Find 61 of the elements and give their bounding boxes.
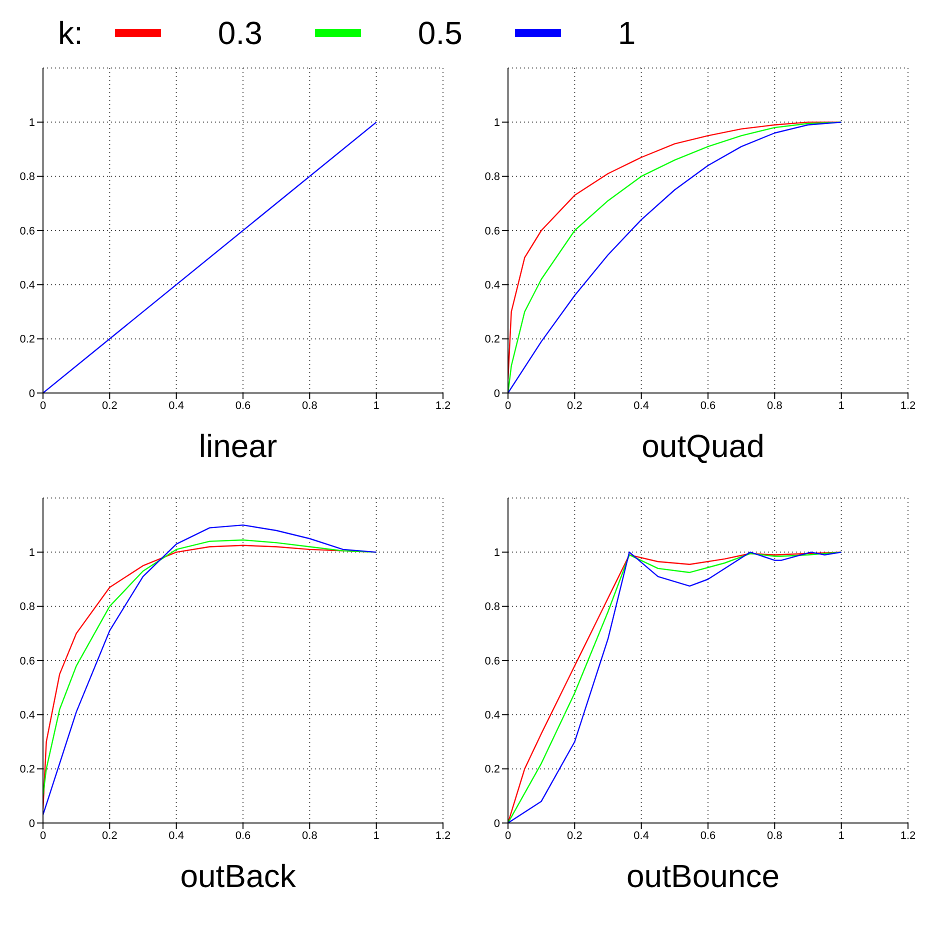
text: outBounce bbox=[625, 858, 780, 895]
x-tick-label: 0.4 bbox=[634, 400, 649, 412]
text: linear bbox=[198, 428, 278, 465]
y-tick-label: 0 bbox=[494, 818, 500, 830]
x-tick-label: 0 bbox=[40, 830, 46, 842]
x-tick-label: 0.8 bbox=[767, 400, 782, 412]
x-tick-label: 1 bbox=[373, 400, 380, 412]
x-tick-label: 0.4 bbox=[168, 400, 184, 412]
x-tick-label: 0 bbox=[40, 400, 46, 412]
x-tick-label: 0.2 bbox=[102, 400, 118, 412]
x-tick-label: 0.8 bbox=[767, 830, 782, 842]
y-tick-label: 0.2 bbox=[484, 334, 500, 346]
x-tick-label: 0.6 bbox=[235, 830, 251, 842]
y-tick-label: 1 bbox=[28, 547, 35, 560]
legend-label: 1 bbox=[618, 14, 636, 52]
x-tick-label: 0.4 bbox=[634, 830, 649, 842]
x-tick-label: 0.2 bbox=[567, 400, 582, 412]
text: outQuad bbox=[640, 428, 766, 465]
x-tick-label: 0.2 bbox=[102, 830, 118, 842]
x-tick-label: 0.2 bbox=[567, 830, 582, 842]
y-tick-label: 1 bbox=[494, 117, 500, 130]
x-tick-label: 1.2 bbox=[435, 400, 451, 412]
x-tick-label: 0.8 bbox=[302, 830, 318, 842]
x-tick-label: 0 bbox=[504, 400, 512, 412]
x-tick-label: 0.6 bbox=[235, 400, 251, 412]
y-tick-label: 0.4 bbox=[20, 280, 35, 292]
y-tick-label: 0.2 bbox=[20, 334, 35, 346]
x-tick-label: 1.2 bbox=[435, 830, 451, 842]
y-tick-label: 0.2 bbox=[484, 764, 500, 776]
y-tick-label: 0.4 bbox=[20, 710, 35, 722]
y-tick-label: 0.6 bbox=[484, 655, 500, 668]
legend-label: 0.5 bbox=[418, 14, 462, 52]
x-tick-label: 0 bbox=[504, 830, 512, 842]
y-tick-label: 0.6 bbox=[20, 225, 35, 238]
text: outBack bbox=[179, 858, 297, 895]
y-tick-label: 0 bbox=[494, 388, 500, 400]
y-tick-label: 0.4 bbox=[484, 710, 500, 722]
y-tick-label: 0.8 bbox=[484, 601, 500, 614]
x-tick-label: 0.4 bbox=[168, 830, 184, 842]
y-tick-label: 0.8 bbox=[484, 171, 500, 184]
legend-title: k: bbox=[58, 14, 83, 52]
x-tick-label: 1.2 bbox=[900, 400, 916, 412]
x-tick-label: 1.2 bbox=[900, 830, 916, 842]
y-tick-label: 1 bbox=[28, 117, 35, 130]
line-series bbox=[508, 552, 842, 823]
x-tick-label: 0.6 bbox=[700, 400, 716, 412]
legend-label: 0.3 bbox=[218, 14, 262, 52]
x-tick-label: 1 bbox=[838, 400, 844, 412]
y-tick-label: 0.6 bbox=[20, 655, 35, 668]
x-tick-label: 0.6 bbox=[700, 830, 716, 842]
y-tick-label: 0.2 bbox=[20, 764, 35, 776]
x-tick-label: 1 bbox=[838, 830, 844, 842]
y-tick-label: 0 bbox=[28, 388, 35, 400]
x-tick-label: 0.8 bbox=[302, 400, 318, 412]
y-tick-label: 1 bbox=[494, 547, 500, 560]
x-tick-label: 1 bbox=[373, 830, 380, 842]
y-tick-label: 0.8 bbox=[20, 601, 35, 614]
y-tick-label: 0.8 bbox=[20, 171, 35, 184]
y-tick-label: 0.4 bbox=[484, 280, 500, 292]
y-tick-label: 0.6 bbox=[484, 225, 500, 238]
y-tick-label: 0 bbox=[28, 818, 35, 830]
